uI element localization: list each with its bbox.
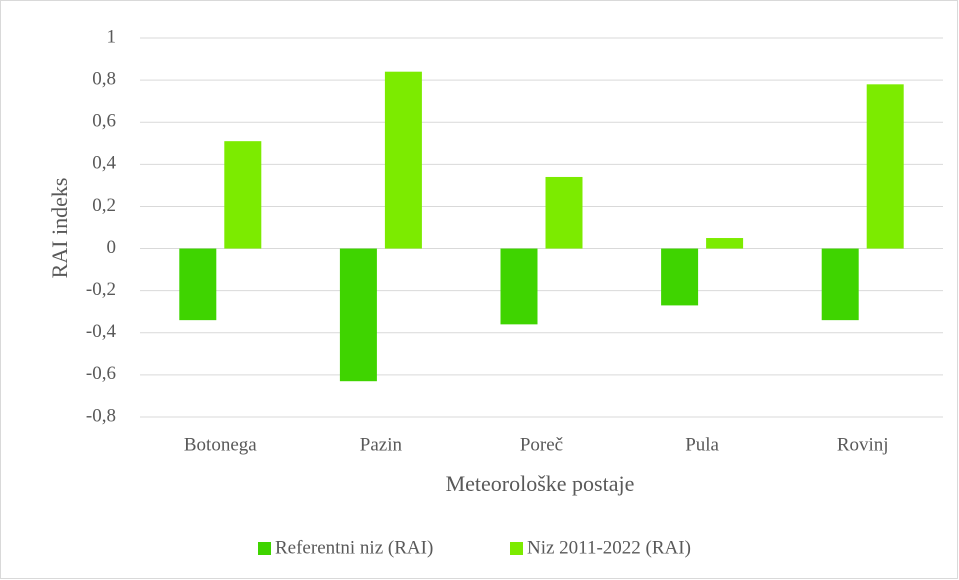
bar [706, 238, 744, 249]
y-tick-label: 0,6 [92, 111, 116, 132]
bar [224, 141, 262, 249]
bar [179, 248, 217, 321]
bar [384, 71, 422, 249]
legend-label: Niz 2011-2022 (RAI) [527, 537, 691, 558]
y-tick-label: -0,2 [86, 279, 116, 300]
x-tick-label: Pazin [360, 434, 403, 455]
y-tick-label: 0,2 [92, 195, 116, 216]
bar [866, 84, 904, 249]
y-tick-label: -0,6 [86, 363, 116, 384]
bar [661, 248, 699, 306]
bar [500, 248, 538, 325]
y-tick-label: 0 [107, 237, 117, 258]
legend-label: Referentni niz (RAI) [275, 537, 433, 558]
legend-swatch [258, 542, 271, 555]
bar [821, 248, 859, 321]
bar [545, 176, 583, 249]
x-axis-title: Meteorološke postaje [446, 471, 635, 496]
y-tick-label: 0,4 [92, 153, 116, 174]
x-tick-label: Poreč [520, 434, 563, 455]
y-tick-label: -0,8 [86, 405, 116, 426]
bar [339, 248, 377, 382]
legend-swatch [510, 542, 523, 555]
y-axis-title: RAI indeks [47, 178, 72, 279]
y-tick-label: -0,4 [86, 321, 117, 342]
x-tick-label: Pula [685, 434, 719, 455]
x-tick-label: Rovinj [837, 434, 889, 455]
x-tick-label: Botonega [184, 434, 257, 455]
y-tick-label: 1 [107, 26, 117, 47]
y-tick-label: 0,8 [92, 68, 116, 89]
